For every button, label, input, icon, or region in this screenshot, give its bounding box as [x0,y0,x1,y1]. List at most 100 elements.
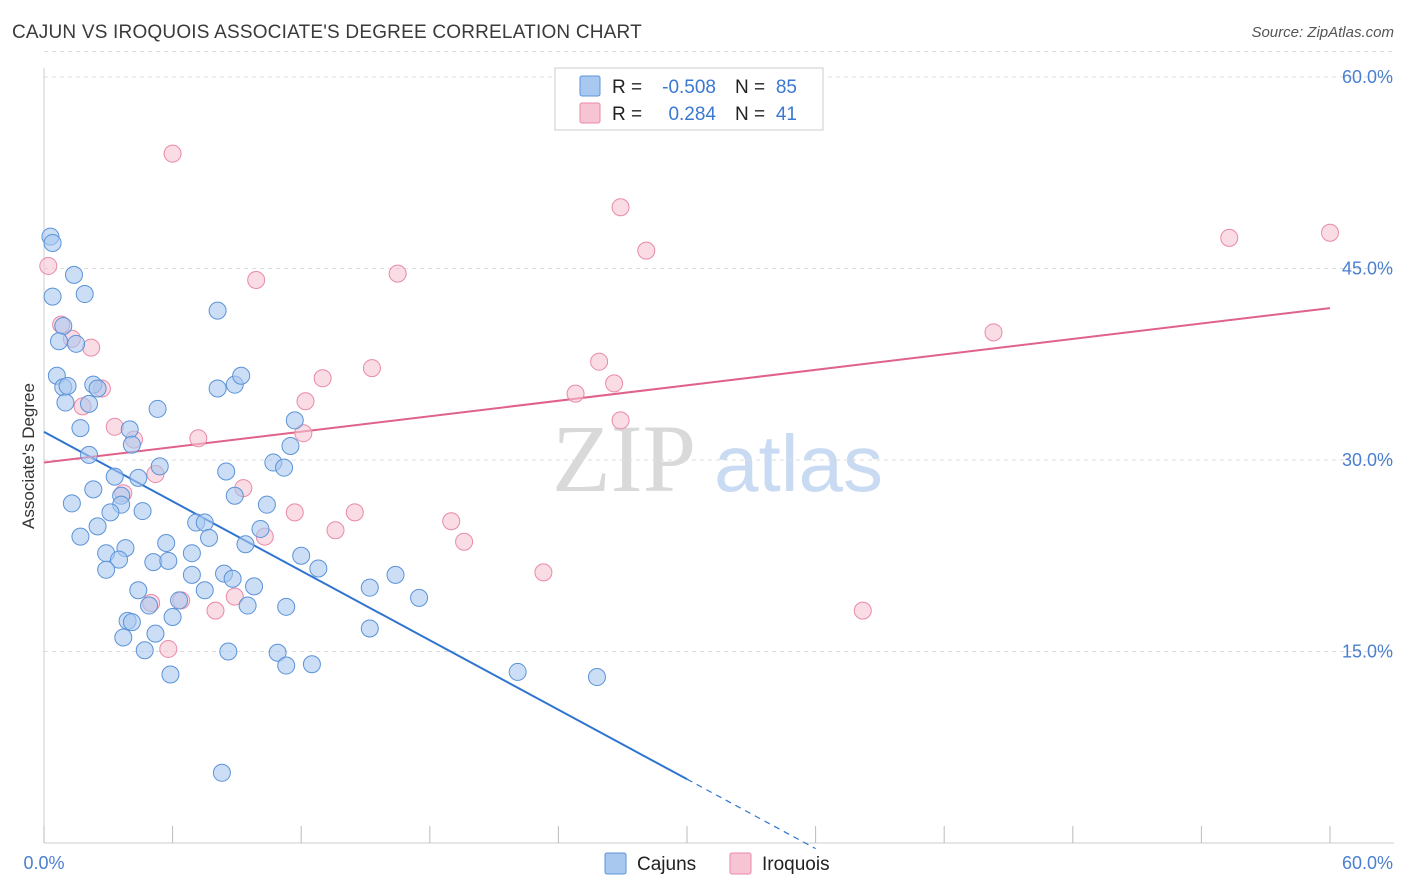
y-tick-label: 45.0% [1342,259,1393,279]
iroquois-point [225,587,244,606]
cajun-point [410,588,429,607]
iroquois-point [82,338,101,357]
cajun-point [88,379,107,398]
iroquois-point [1321,223,1339,242]
tick-labels: 15.0% 30.0% 45.0% 60.0% 0.0% 60.0% [23,67,1393,873]
cajun-point [217,462,236,481]
cajun-point [268,643,287,662]
cajun-point [208,379,227,398]
iroquois-point [611,411,630,430]
cajun-point [223,569,242,588]
cajun-point [508,662,527,681]
iroquois-point [159,639,178,658]
cajun-point [182,544,201,563]
cajun-point [135,641,154,660]
iroquois-point [247,270,266,289]
cajun-point [277,597,296,616]
cajun-point [236,535,255,554]
y-tick-label: 60.0% [1342,67,1393,87]
bottom-legend-iroquois-swatch [729,852,752,875]
cajun-point [50,332,69,351]
cajun-point [105,467,124,486]
iroquois-point [345,503,364,522]
cajun-point [182,565,201,584]
cajun-point [170,591,189,610]
legend-iroquois-swatch [579,102,601,124]
cajun-point [144,553,163,572]
x-tick-label: 0.0% [23,853,64,873]
iroquois-point [285,503,304,522]
iroquois-point [313,369,332,388]
cajun-point [43,287,62,306]
legend-iroquois-r-label: R = [612,104,642,125]
cajun-point [97,560,116,579]
iroquois-point [534,563,553,582]
data-points [39,144,1339,782]
cajun-point [200,528,219,547]
bottom-legend-iroquois-label: Iroquois [762,854,830,875]
cajun-point [88,517,107,536]
iroquois-point [362,359,381,378]
cajun-point [80,445,99,464]
cajun-point [587,668,606,687]
cajun-point [71,527,90,546]
iroquois-point [637,241,656,260]
cajun-point [43,233,62,252]
cajun-point [208,301,227,320]
cajun-point [257,495,276,514]
legend-iroquois-n-value: 41 [776,104,797,125]
legend: R = -0.508 N = 85 R = 0.284 N = 41 [554,67,824,131]
iroquois-point [294,424,313,443]
cajun-point [80,394,99,413]
cajun-point [292,546,311,565]
iroquois-point [39,256,58,275]
cajun-point [238,596,257,615]
cajun-point [84,480,103,499]
bottom-legend-cajun-label: Cajuns [637,854,696,875]
cajun-point [195,513,214,532]
legend-cajun-r-value: -0.508 [662,77,716,98]
legend-iroquois-r-value: 0.284 [668,104,716,125]
y-tick-label: 30.0% [1342,450,1393,470]
watermark-atlas: atlas [714,419,883,508]
y-tick-label: 15.0% [1342,642,1393,662]
cajun-point [65,265,84,284]
cajun-point [122,435,141,454]
grid-lines [44,50,1394,652]
chart-title: CAJUN VS IROQUOIS ASSOCIATE'S DEGREE COR… [12,22,642,43]
cajun-point [148,399,167,418]
legend-iroquois-n-label: N = [735,104,765,125]
x-tick-label: 60.0% [1342,853,1393,873]
cajun-point [133,502,152,521]
cajun-trend-line [43,431,688,781]
trend-lines [43,307,1331,850]
legend-cajun-r-label: R = [612,77,642,98]
cajun-point [245,577,264,596]
cajun-point [212,763,231,782]
cajun-point [219,642,238,661]
legend-cajun-n-label: N = [735,77,765,98]
bottom-legend: Cajuns Iroquois [604,852,830,875]
iroquois-point [163,144,182,163]
cajun-point [54,316,73,335]
cajun-point [251,519,270,538]
axes [43,68,1394,844]
cajun-point [161,665,180,684]
iroquois-point [105,417,124,436]
iroquois-point [605,374,624,393]
iroquois-point [388,264,407,283]
cajun-point [275,458,294,477]
iroquois-point [590,352,609,371]
iroquois-point [455,532,474,551]
cajun-point [101,503,120,522]
cajun-point [110,550,129,569]
cajun-point [285,411,304,430]
iroquois-point [296,392,315,411]
cajun-point [232,366,251,385]
cajun-point [302,655,321,674]
legend-cajun-swatch [579,75,601,97]
cajun-point [195,581,214,600]
cajun-point [360,578,379,597]
bottom-legend-cajun-swatch [604,852,627,875]
iroquois-point [984,323,1003,342]
